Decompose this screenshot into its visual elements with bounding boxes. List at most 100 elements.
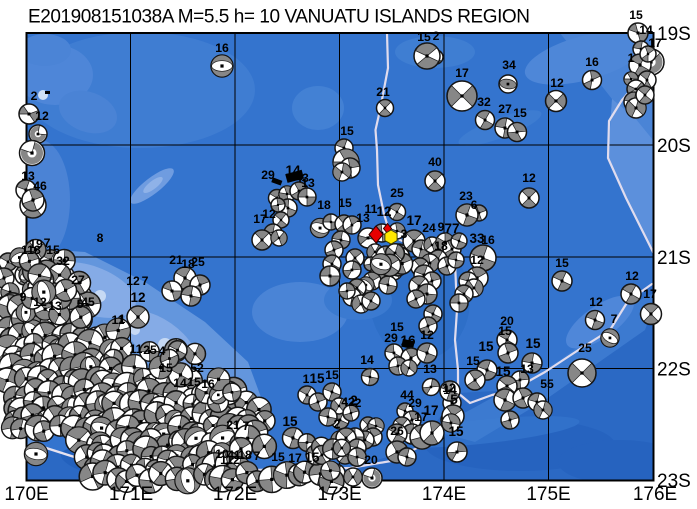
svg-text:174E: 174E	[422, 484, 466, 505]
svg-text:1: 1	[303, 372, 310, 386]
svg-text:25: 25	[390, 186, 404, 200]
svg-text:16: 16	[400, 333, 416, 348]
svg-text:42: 42	[341, 395, 355, 409]
svg-text:15: 15	[629, 8, 643, 22]
svg-text:14: 14	[173, 376, 187, 390]
svg-text:21: 21	[376, 85, 390, 99]
svg-text:7: 7	[44, 236, 51, 250]
svg-text:15: 15	[513, 106, 527, 120]
svg-text:15: 15	[417, 30, 431, 44]
svg-text:17: 17	[423, 403, 438, 418]
svg-text:16: 16	[481, 233, 495, 247]
svg-text:2: 2	[31, 89, 38, 103]
svg-text:15: 15	[340, 124, 354, 138]
svg-text:23S: 23S	[657, 471, 691, 492]
svg-text:7: 7	[142, 274, 149, 288]
svg-text:34: 34	[502, 58, 516, 72]
svg-text:118: 118	[21, 243, 41, 257]
svg-text:E201908151038A M=5.5 h= 10 VAN: E201908151038A M=5.5 h= 10 VANUATU ISLAN…	[28, 7, 530, 28]
svg-text:15: 15	[555, 256, 569, 270]
svg-text:15: 15	[304, 450, 320, 465]
svg-text:1: 1	[628, 51, 635, 65]
svg-text:14: 14	[639, 23, 653, 37]
svg-text:13: 13	[423, 362, 437, 376]
svg-text:13: 13	[520, 362, 534, 376]
svg-text:18: 18	[317, 198, 331, 212]
svg-text:15: 15	[525, 336, 541, 351]
svg-text:15: 15	[448, 424, 464, 439]
svg-text:12: 12	[522, 171, 536, 185]
svg-text:16: 16	[215, 41, 229, 55]
svg-text:55: 55	[540, 377, 554, 391]
svg-text:32: 32	[56, 254, 70, 268]
svg-text:10: 10	[215, 447, 229, 461]
svg-text:32: 32	[477, 95, 491, 109]
svg-text:20: 20	[364, 453, 378, 467]
svg-text:29: 29	[408, 396, 422, 410]
svg-text:9: 9	[20, 290, 27, 304]
svg-text:17: 17	[643, 287, 657, 301]
svg-text:15: 15	[46, 243, 60, 257]
svg-text:14: 14	[285, 163, 301, 178]
svg-text:12: 12	[35, 109, 49, 123]
svg-text:45: 45	[81, 295, 95, 309]
svg-text:27: 27	[498, 102, 512, 116]
svg-text:2: 2	[334, 417, 341, 431]
svg-text:3: 3	[401, 227, 408, 241]
svg-text:12: 12	[442, 381, 456, 395]
svg-text:19: 19	[29, 237, 43, 251]
svg-text:171E: 171E	[109, 484, 153, 505]
svg-text:1: 1	[119, 312, 126, 326]
svg-text:7: 7	[243, 419, 250, 433]
svg-text:44: 44	[400, 388, 414, 402]
svg-text:12: 12	[130, 290, 145, 305]
svg-text:112: 112	[220, 453, 240, 467]
svg-text:15: 15	[466, 354, 480, 368]
svg-text:12: 12	[262, 207, 276, 221]
svg-text:25: 25	[143, 343, 157, 357]
svg-text:15: 15	[390, 320, 404, 334]
svg-text:12: 12	[420, 328, 434, 342]
svg-text:77: 77	[444, 221, 459, 236]
svg-text:20: 20	[500, 314, 514, 328]
svg-text:176E: 176E	[633, 484, 677, 505]
svg-text:7: 7	[611, 312, 618, 326]
svg-text:17: 17	[648, 36, 662, 50]
svg-text:12: 12	[470, 253, 484, 267]
svg-text:13: 13	[48, 299, 62, 313]
svg-text:15: 15	[187, 375, 201, 389]
svg-text:41: 41	[227, 448, 241, 462]
svg-text:175E: 175E	[526, 484, 570, 505]
svg-text:11: 11	[365, 202, 378, 216]
svg-text:5: 5	[77, 297, 84, 311]
svg-text:6: 6	[471, 198, 478, 212]
svg-text:5: 5	[450, 392, 458, 407]
svg-text:20S: 20S	[657, 136, 691, 157]
svg-text:29: 29	[261, 168, 275, 182]
svg-text:15: 15	[271, 450, 285, 464]
svg-text:11: 11	[130, 342, 143, 356]
svg-text:27: 27	[71, 273, 85, 287]
svg-text:25: 25	[578, 341, 592, 355]
svg-text:12: 12	[126, 274, 140, 288]
svg-text:40: 40	[428, 155, 442, 169]
svg-text:15: 15	[282, 414, 298, 429]
svg-text:22S: 22S	[657, 360, 691, 381]
svg-text:16: 16	[201, 377, 215, 391]
svg-text:14: 14	[443, 383, 457, 397]
svg-text:8: 8	[97, 231, 104, 245]
svg-text:33: 33	[469, 231, 485, 246]
svg-text:12: 12	[376, 204, 391, 219]
svg-text:15: 15	[338, 196, 352, 210]
svg-text:24: 24	[422, 221, 436, 235]
svg-text:21S: 21S	[657, 248, 691, 269]
svg-text:19S: 19S	[657, 24, 691, 45]
svg-text:170E: 170E	[4, 484, 48, 505]
svg-text:12: 12	[589, 295, 603, 309]
svg-text:4: 4	[159, 344, 166, 358]
svg-text:13: 13	[356, 211, 370, 225]
svg-text:17: 17	[406, 213, 421, 228]
svg-text:23: 23	[459, 189, 473, 203]
svg-text:18: 18	[434, 239, 448, 253]
svg-text:2: 2	[355, 396, 362, 410]
